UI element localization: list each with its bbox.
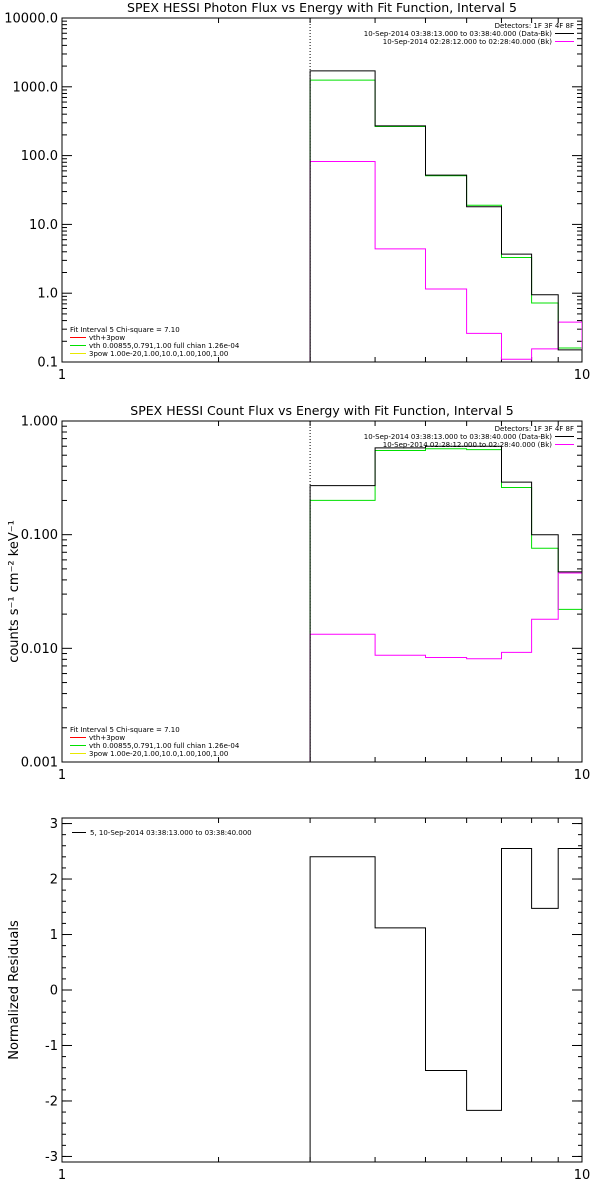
legend-entry-label: 10-Sep-2014 03:38:13.000 to 03:38:40.000… — [364, 433, 553, 441]
y-tick-label: -2 — [45, 1094, 58, 1109]
y-tick-label: 0.010 — [21, 642, 58, 657]
legend-entry-label: 10-Sep-2014 02:28:12.000 to 02:28:40.000… — [383, 441, 553, 449]
y-tick-label: 1000.0 — [13, 80, 59, 95]
series-line-3 — [309, 448, 582, 762]
series-line-2 — [309, 572, 582, 762]
legend-entry-label: 10-Sep-2014 03:38:13.000 to 03:38:40.000… — [364, 30, 553, 38]
y-tick-label: 0.1 — [37, 356, 58, 371]
series-line-1 — [309, 445, 582, 762]
legend-top-left: 5, 10-Sep-2014 03:38:13.000 to 03:38:40.… — [72, 829, 252, 837]
y-tick-label: 2 — [50, 873, 58, 888]
y-axis-label: counts s⁻¹ cm⁻² keV⁻¹ — [7, 520, 22, 663]
fit-legend-label: 3pow 1.00e-20,1.00,10.0,1.00,100,1.00 — [89, 750, 228, 758]
y-tick-label: 0.100 — [21, 528, 58, 543]
x-tick-label: 1 — [58, 368, 66, 383]
y-tick-label: 10.0 — [29, 218, 58, 233]
fit-legend-header: Fit Interval 5 Chi-square = 7.10 — [70, 726, 180, 734]
plot-frame — [61, 420, 583, 763]
chart-title: SPEX HESSI Count Flux vs Energy with Fit… — [130, 403, 513, 418]
y-tick-label: 10000.0 — [4, 12, 58, 27]
series-line-3 — [309, 79, 582, 362]
chart-panel-1: SPEX HESSI Photon Flux vs Energy with Fi… — [4, 0, 590, 383]
fit-legend-header: Fit Interval 5 Chi-square = 7.10 — [70, 326, 180, 334]
legend-entry-label: 10-Sep-2014 02:28:12.000 to 02:28:40.000… — [383, 38, 553, 46]
y-tick-label: 1.0 — [37, 287, 58, 302]
y-tick-label: 1 — [50, 928, 58, 943]
chart-title: SPEX HESSI Photon Flux vs Energy with Fi… — [127, 0, 517, 15]
data-layer — [309, 421, 582, 762]
series-line-1 — [309, 70, 582, 362]
x-tick-label: 10 — [574, 368, 591, 383]
series-line-2 — [309, 161, 582, 362]
legend-detectors: Detectors: 1F 3F 4F 8F — [495, 22, 574, 30]
plot-frame — [61, 817, 583, 1163]
x-tick-label: 1 — [58, 1168, 66, 1183]
legend-detectors: Detectors: 1F 3F 4F 8F — [495, 425, 574, 433]
fit-legend-label: vth+3pow — [89, 334, 125, 342]
data-layer — [309, 18, 582, 362]
chart-panel-3: Normalized Residuals 1 10 -3 -2 -1 0 1 2 3 5, 10-S… — [7, 817, 590, 1183]
y-tick-label: 0.001 — [21, 756, 58, 771]
x-tick-label: 1 — [58, 768, 66, 783]
x-tick-label: 10 — [574, 768, 591, 783]
y-tick-label: 0 — [50, 984, 58, 999]
data-layer — [309, 848, 582, 1162]
fit-legend: Fit Interval 5 Chi-square = 7.10vth+3pow… — [70, 726, 240, 758]
chart-panel-2: SPEX HESSI Count Flux vs Energy with Fit… — [7, 403, 590, 783]
fit-legend-label: vth+3pow — [89, 734, 125, 742]
fit-legend-label: vth 0.00855,0.791,1.00 full chian 1.26e-… — [89, 742, 240, 750]
y-tick-label: -3 — [45, 1150, 58, 1165]
series-line-1 — [309, 848, 582, 1162]
x-tick-label: 10 — [574, 1168, 591, 1183]
y-axis-label: Normalized Residuals — [7, 920, 22, 1060]
y-tick-label: 100.0 — [21, 149, 58, 164]
fit-legend-label: vth 0.00855,0.791,1.00 full chian 1.26e-… — [89, 342, 240, 350]
y-tick-label: -1 — [45, 1039, 58, 1054]
y-tick-label: 3 — [50, 817, 58, 832]
fit-legend-label: 3pow 1.00e-20,1.00,10.0,1.00,100,1.00 — [89, 350, 228, 358]
y-tick-label: 1.000 — [21, 415, 58, 430]
plot-frame — [61, 17, 583, 363]
legend-entry-label: 5, 10-Sep-2014 03:38:13.000 to 03:38:40.… — [90, 829, 252, 837]
fit-legend: Fit Interval 5 Chi-square = 7.10vth+3pow… — [70, 326, 240, 358]
